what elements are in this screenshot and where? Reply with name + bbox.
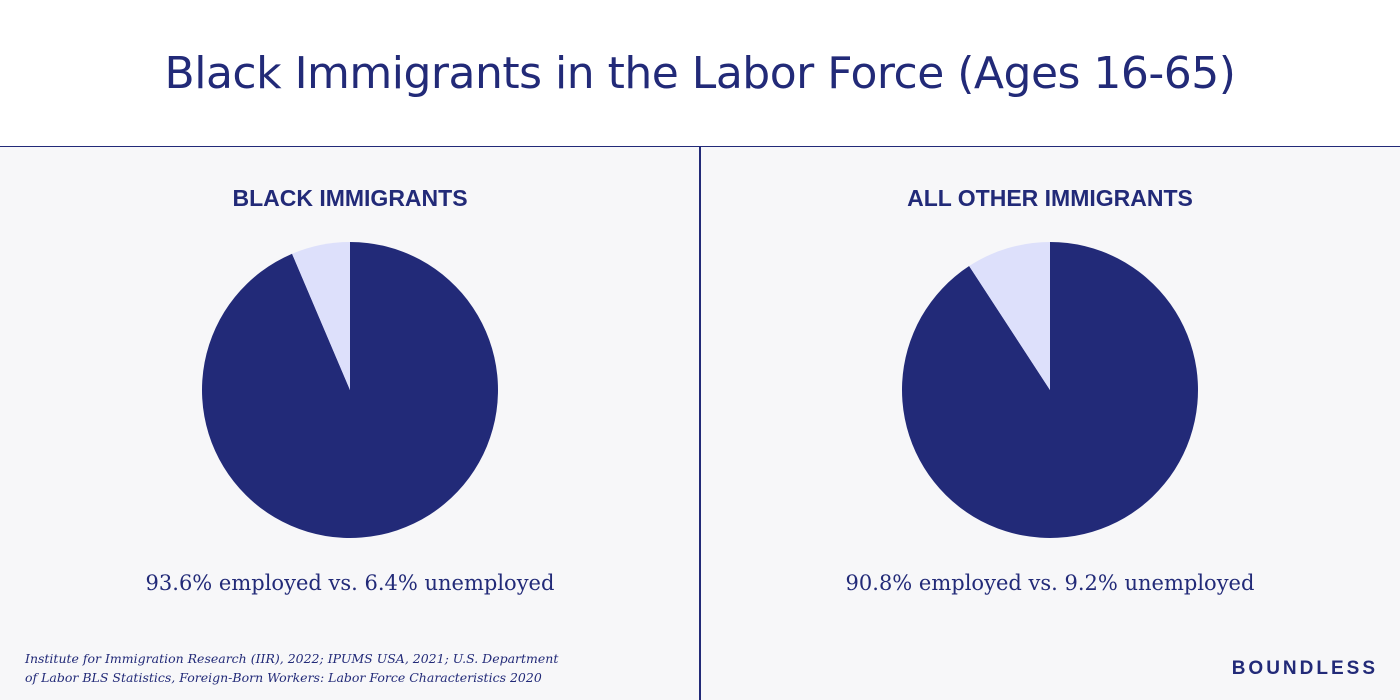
source-line-2: of Labor BLS Statistics, Foreign-Born Wo… bbox=[25, 670, 542, 685]
caption-all-other-immigrants: 90.8% employed vs. 9.2% unemployed bbox=[845, 571, 1255, 595]
caption-black-immigrants: 93.6% employed vs. 6.4% unemployed bbox=[145, 571, 555, 595]
chart-panels: BLACK IMMIGRANTS 93.6% employed vs. 6.4%… bbox=[0, 147, 1400, 700]
boundless-logo: BOUNDLESS bbox=[1231, 658, 1378, 679]
pie-slice-unemployed bbox=[969, 242, 1050, 390]
pie-slice-unemployed bbox=[292, 242, 350, 390]
page-title: Black Immigrants in the Labor Force (Age… bbox=[164, 48, 1236, 99]
header: Black Immigrants in the Labor Force (Age… bbox=[0, 0, 1400, 147]
source-citation: Institute for Immigration Research (IIR)… bbox=[25, 649, 585, 687]
pie-chart-all-other-immigrants bbox=[902, 242, 1198, 538]
pie-chart-black-immigrants bbox=[202, 242, 498, 538]
panel-divider bbox=[699, 147, 701, 700]
chart-title-all-other-immigrants: ALL OTHER IMMIGRANTS bbox=[907, 185, 1193, 211]
source-line-1: Institute for Immigration Research (IIR)… bbox=[25, 651, 559, 666]
chart-title-black-immigrants: BLACK IMMIGRANTS bbox=[232, 185, 468, 211]
